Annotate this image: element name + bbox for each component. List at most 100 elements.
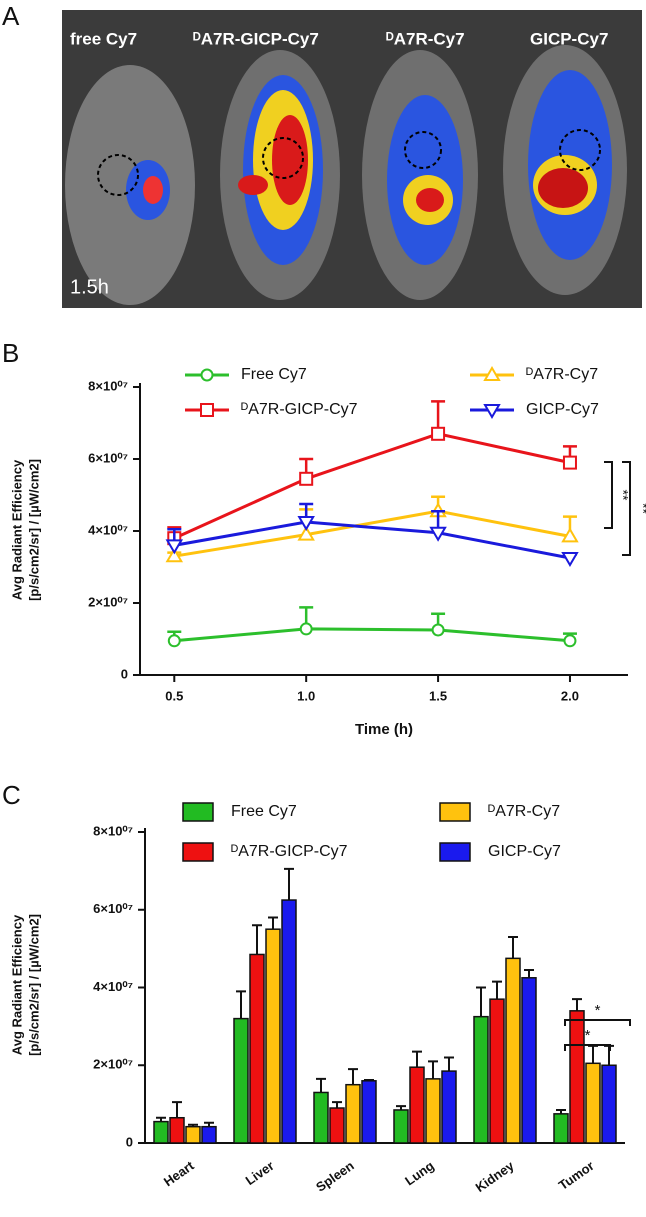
bar [329,1107,345,1144]
image-label: GICP-Cy7 [530,29,608,48]
marker [299,622,313,636]
bar [505,957,521,1144]
error-bar [572,998,582,1011]
y-tick-label: 6×10⁰⁷ [88,450,128,465]
x-tick-label: Liver [243,1158,277,1188]
legend-swatch [182,842,214,862]
significance-label: * [585,1027,591,1044]
bar [441,1070,457,1144]
bar [281,899,297,1144]
image-label: ᴰA7R-GICP-Cy7 [193,29,319,48]
marker [562,455,577,470]
x-tick-label: Lung [402,1158,437,1189]
marker [200,403,214,417]
bar [185,1125,201,1144]
marker [297,516,315,531]
bar [201,1125,217,1144]
panel-a-image [62,10,642,308]
significance-label: ** [635,503,646,514]
y-axis-label: [p/s/cm2/sr] / [µW/cm2] [26,914,41,1056]
legend-label: GICP-Cy7 [488,843,561,860]
y-tick-label: 4×10⁰⁷ [88,522,128,537]
image-label: free Cy7 [70,29,137,48]
significance-bracket [622,461,631,556]
legend-label: ᴰA7R-GICP-Cy7 [241,401,358,418]
bar [345,1083,361,1144]
bar [169,1116,185,1144]
marker [561,552,579,567]
series-line [174,509,571,558]
error-bar [332,1101,342,1109]
bar [473,1015,489,1144]
x-tick-label: 1.0 [297,688,315,703]
y-axis-label: Avg Radiant Efficiency [9,914,24,1055]
x-tick-label: 2.0 [561,688,579,703]
bar [265,928,281,1144]
error-bar [492,980,502,1000]
y-tick-label: 2×10⁰⁷ [88,594,128,609]
error-bar [284,867,294,901]
y-tick-label: 4×10⁰⁷ [93,979,133,994]
marker [431,426,446,441]
significance-bracket [564,1044,611,1051]
error-bar [316,1077,326,1093]
bar [153,1120,169,1144]
time-label: 1.5h [70,276,109,298]
y-axis-label: [p/s/cm2/sr] / [µW/cm2] [26,459,41,601]
bar [425,1078,441,1144]
image-label: ᴰA7R-Cy7 [386,29,465,48]
bar [585,1062,601,1144]
error-bar [252,924,262,955]
error-bar [524,969,534,978]
y-tick-label: 6×10⁰⁷ [93,901,133,916]
marker [431,623,445,637]
marker [200,368,214,382]
marker [483,404,501,419]
error-bar [412,1050,422,1068]
marker [429,526,447,542]
legend-swatch [439,802,471,822]
error-bar [588,1044,598,1064]
bar [489,998,505,1144]
x-tick-label: 0.5 [165,688,183,703]
marker [165,539,184,555]
legend-label: Free Cy7 [241,366,307,383]
y-tick-label: 0 [121,666,128,681]
error-bar [268,916,278,930]
error-bar [444,1056,454,1072]
y-axis-label: Avg Radiant Efficiency [9,459,24,600]
error-bar [348,1068,358,1085]
marker [483,366,501,381]
significance-bracket [564,1019,631,1026]
x-tick-label: Spleen [313,1158,357,1195]
bar [313,1091,329,1144]
bar [409,1066,425,1144]
bar [393,1109,409,1144]
marker [563,634,577,648]
error-bar [172,1101,182,1118]
significance-label: * [595,1002,601,1019]
x-tick-label: Heart [161,1158,197,1190]
error-bar [428,1060,438,1079]
y-tick-label: 2×10⁰⁷ [93,1057,133,1072]
marker [299,471,314,486]
y-tick-label: 0 [126,1134,133,1149]
y-tick-label: 8×10⁰⁷ [93,823,133,838]
error-bar [236,990,246,1019]
marker [297,525,315,541]
bar [569,1010,585,1144]
panel-label: C [2,780,21,810]
marker [167,634,181,648]
x-axis-label: Time (h) [355,721,413,738]
panel-label: A [2,1,20,31]
bar [553,1113,569,1144]
series-line [174,627,571,643]
marker [165,547,184,563]
x-tick-label: 1.5 [429,688,447,703]
series-line [174,520,571,560]
legend-label: GICP-Cy7 [526,401,599,418]
x-tick-label: Kidney [473,1158,518,1196]
legend-label: ᴰA7R-Cy7 [488,803,560,820]
